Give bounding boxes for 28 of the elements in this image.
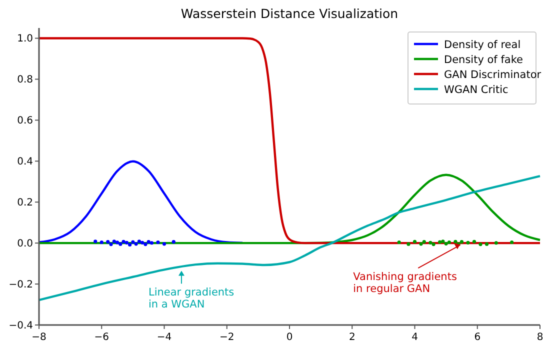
legend-label: GAN Discriminator: [444, 69, 542, 81]
annotation: Linear gradients in a WGAN: [148, 286, 234, 311]
x-tick-label: −6: [94, 332, 109, 343]
legend-label: Density of real: [444, 39, 521, 51]
y-tick-label: 0.0: [17, 238, 33, 250]
y-tick-label: 1.0: [17, 34, 33, 45]
y-tick-label: 0.8: [17, 74, 33, 86]
y-tick-label: 0.4: [17, 156, 33, 168]
x-tick-label: 0: [286, 332, 293, 343]
y-tick-label: 0.6: [17, 116, 33, 127]
line-series: [38, 37, 542, 244]
x-tick-label: 8: [536, 332, 544, 343]
x-tick-label: −4: [156, 332, 172, 343]
legend-label: Density of fake: [444, 54, 524, 66]
annotation: Vanishing gradients in regular GAN: [353, 271, 457, 296]
y-tick-label: 0.2: [17, 198, 33, 209]
line-series: [38, 174, 542, 302]
x-tick-label: −2: [220, 332, 234, 343]
y-tick-label: −0.4: [8, 320, 33, 332]
chart-title: Wasserstein Distance Visualization: [180, 6, 398, 21]
x-tick-label: 6: [474, 332, 481, 343]
x-tick-label: 2: [348, 332, 356, 343]
legend-label: WGAN Critic: [444, 84, 508, 96]
x-tick-label: 4: [412, 332, 418, 343]
line-series: [38, 174, 542, 244]
x-tick-label: −8: [32, 332, 46, 343]
line-series: [38, 160, 244, 244]
y-tick-label: −0.2: [8, 280, 33, 291]
